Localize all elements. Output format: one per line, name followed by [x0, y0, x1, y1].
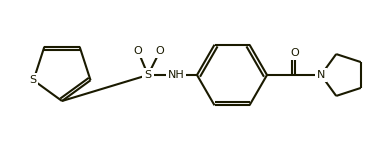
Text: S: S	[29, 75, 36, 85]
Text: O: O	[156, 46, 164, 56]
Text: O: O	[133, 46, 143, 56]
Text: NH: NH	[168, 70, 184, 80]
Text: S: S	[144, 70, 152, 80]
Text: O: O	[291, 48, 299, 58]
Text: N: N	[317, 70, 325, 80]
